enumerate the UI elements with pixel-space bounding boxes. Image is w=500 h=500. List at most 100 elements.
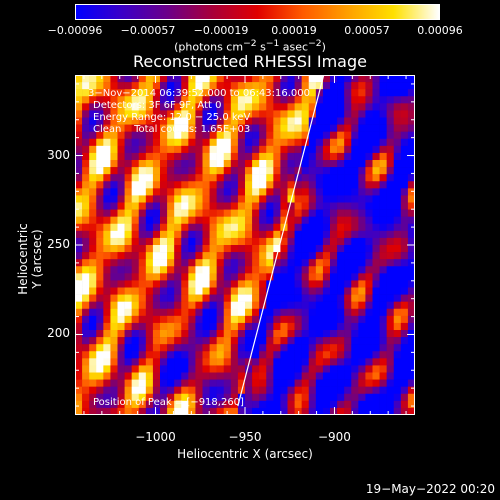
heatmap-cell (407, 301, 415, 310)
heatmap-cell (117, 131, 125, 140)
heatmap-cell (266, 322, 274, 331)
heatmap-cell (237, 407, 246, 415)
heatmap-cell (280, 308, 288, 317)
heatmap-cell (131, 400, 140, 409)
heatmap-cell (330, 259, 338, 267)
chart-title: Reconstructed RHESSI Image (133, 52, 367, 71)
heatmap-cell (287, 294, 295, 302)
heatmap-cell (308, 131, 317, 140)
heatmap-cell (287, 273, 295, 281)
heatmap-cell (160, 337, 168, 345)
heatmap-cell (89, 266, 97, 274)
heatmap-cell (337, 301, 345, 310)
heatmap-cell (145, 223, 154, 232)
heatmap-cell (287, 322, 295, 331)
heatmap-cell (379, 301, 387, 310)
heatmap-cell (358, 209, 366, 217)
heatmap-cell (315, 322, 324, 331)
heatmap-cell (124, 202, 132, 210)
heatmap-cell (301, 82, 310, 90)
heatmap-cell (259, 216, 267, 225)
heatmap-cell (202, 124, 210, 132)
heatmap-cell (393, 294, 402, 302)
heatmap-cell (152, 216, 161, 225)
heatmap-cell (145, 372, 154, 380)
heatmap-cell (379, 386, 387, 395)
heatmap-cell (202, 138, 210, 147)
heatmap-cell (280, 209, 288, 217)
heatmap-cell (138, 351, 147, 359)
heatmap-cell (294, 110, 302, 118)
heatmap-cell (266, 358, 274, 366)
heatmap-cell (337, 252, 345, 260)
heatmap-cell (138, 103, 147, 111)
heatmap-cell (365, 216, 373, 225)
heatmap-cell (393, 407, 402, 415)
heatmap-cell (386, 386, 395, 395)
heatmap-cell (351, 152, 359, 161)
heatmap-cell (152, 82, 161, 90)
heatmap-cell (379, 315, 387, 324)
heatmap-cell (216, 96, 225, 104)
heatmap-cell (393, 252, 402, 260)
heatmap-cell (202, 393, 210, 402)
heatmap-cell (174, 252, 182, 260)
heatmap-cell (96, 202, 104, 210)
heatmap-cell (358, 259, 366, 267)
heatmap-cell (330, 230, 338, 239)
heatmap-cell (315, 110, 324, 118)
heatmap-cell (308, 407, 317, 415)
heatmap-cell (138, 315, 147, 324)
heatmap-cell (216, 223, 225, 232)
heatmap-cell (230, 82, 239, 90)
heatmap-cell (96, 344, 104, 352)
heatmap-cell (266, 181, 274, 189)
heatmap-cell (145, 188, 154, 196)
heatmap-cell (117, 152, 125, 161)
heatmap-cell (131, 358, 140, 366)
heatmap-cell (96, 365, 104, 373)
heatmap-cell (103, 400, 111, 409)
heatmap-cell (202, 315, 210, 324)
heatmap-cell (287, 188, 295, 196)
heatmap-cell (216, 167, 225, 175)
heatmap-cell (209, 379, 217, 387)
heatmap-cell (301, 351, 310, 359)
heatmap-cell (103, 379, 111, 387)
heatmap-cell (315, 223, 324, 232)
heatmap-cell (230, 174, 239, 182)
heatmap-cell (252, 294, 260, 302)
heatmap-cell (188, 351, 196, 359)
heatmap-cell (351, 174, 359, 182)
heatmap-cell (344, 96, 352, 104)
heatmap-cell (273, 181, 281, 189)
heatmap-cell (330, 351, 338, 359)
heatmap-cell (167, 379, 175, 387)
heatmap-cell (301, 407, 310, 415)
heatmap-cell (266, 89, 274, 97)
heatmap-cell (245, 315, 253, 324)
heatmap-cell (379, 230, 387, 239)
heatmap-cell (216, 273, 225, 281)
heatmap-cell (75, 160, 83, 168)
heatmap-cell (330, 308, 338, 317)
heatmap-cell (103, 110, 111, 118)
heatmap-cell (315, 167, 324, 175)
heatmap-cell (386, 152, 395, 161)
heatmap-cell (160, 75, 168, 83)
heatmap-cell (322, 330, 331, 338)
heatmap-cell (216, 280, 225, 288)
heatmap-cell (280, 167, 288, 175)
heatmap-cell (301, 337, 310, 345)
heatmap-cell (223, 252, 232, 260)
heatmap-cell (138, 266, 147, 274)
heatmap-cell (259, 174, 267, 182)
heatmap-cell (174, 337, 182, 345)
heatmap-cell (294, 223, 302, 232)
heatmap-cell (315, 266, 324, 274)
heatmap-cell (273, 174, 281, 182)
heatmap-cell (195, 145, 203, 154)
heatmap-cell (237, 117, 246, 125)
heatmap-cell (96, 138, 104, 147)
heatmap-cell (202, 386, 210, 395)
